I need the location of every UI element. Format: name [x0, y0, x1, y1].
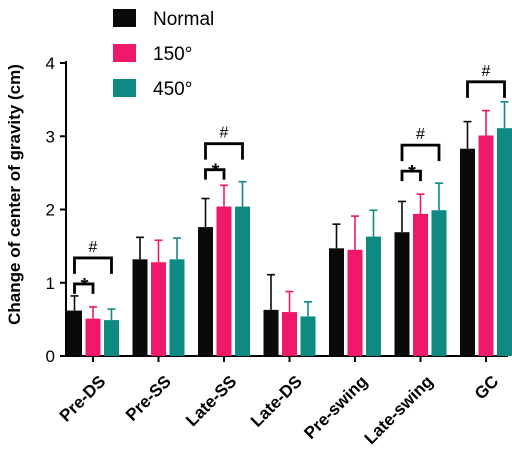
bar — [366, 236, 381, 356]
bar — [263, 309, 279, 356]
significance-symbol: * — [212, 161, 220, 183]
significance-bracket — [204, 168, 226, 180]
bar — [413, 213, 428, 356]
x-tick-label: Pre-DS — [56, 372, 110, 426]
bar — [394, 232, 410, 356]
x-tick-label: Pre-swing — [300, 372, 371, 443]
legend-label: 450° — [153, 79, 192, 100]
y-tick-label: 3 — [46, 127, 55, 146]
significance-bracket — [204, 142, 244, 160]
significance-symbol: # — [89, 239, 98, 256]
bar — [460, 148, 475, 356]
significance-symbol: * — [81, 275, 89, 297]
legend-swatch — [113, 44, 136, 62]
x-tick-label: Late-SS — [182, 372, 240, 430]
x-tick-label: Pre-SS — [122, 372, 175, 425]
error-bars — [70, 101, 509, 321]
bar — [104, 320, 119, 356]
significance-bracket — [400, 169, 422, 182]
significance-symbol: * — [408, 162, 416, 184]
significance-symbol: # — [220, 125, 229, 142]
bar — [67, 310, 82, 356]
bar — [300, 316, 316, 356]
x-tick-label: Late-swing — [361, 372, 437, 448]
bar — [132, 259, 148, 356]
bar — [329, 248, 344, 356]
y-tick-label: 0 — [46, 347, 55, 366]
bar — [235, 206, 250, 356]
significance-bracket — [400, 143, 441, 162]
legend: Normal 150° 450° — [113, 9, 214, 100]
bar — [85, 318, 101, 356]
bar — [169, 259, 185, 356]
legend-label: 150° — [153, 44, 192, 65]
significance-symbol: # — [416, 126, 425, 143]
legend-label: Normal — [153, 9, 214, 30]
bar — [151, 262, 166, 356]
bar — [431, 210, 447, 356]
bar — [347, 249, 363, 356]
significance-symbol: # — [482, 63, 491, 80]
significance-bracket — [73, 282, 95, 294]
y-axis-label: Change of center of gravity (cm) — [5, 64, 24, 325]
bars — [67, 128, 512, 356]
bar — [216, 206, 232, 356]
y-tick-label: 4 — [46, 54, 55, 73]
bar — [478, 135, 494, 356]
y-tick-label: 1 — [46, 274, 55, 293]
x-tick-label: Late-DS — [247, 372, 306, 431]
legend-swatch — [113, 9, 136, 27]
bar — [497, 128, 512, 356]
y-tick-label: 2 — [46, 201, 55, 220]
significance-bracket — [73, 256, 113, 274]
x-tick-label: GC — [471, 372, 502, 403]
legend-swatch — [113, 79, 136, 97]
bar — [282, 312, 297, 356]
bar — [198, 227, 213, 356]
significance-annotations: # * # * # * # — [73, 63, 506, 297]
significance-bracket — [466, 80, 506, 98]
